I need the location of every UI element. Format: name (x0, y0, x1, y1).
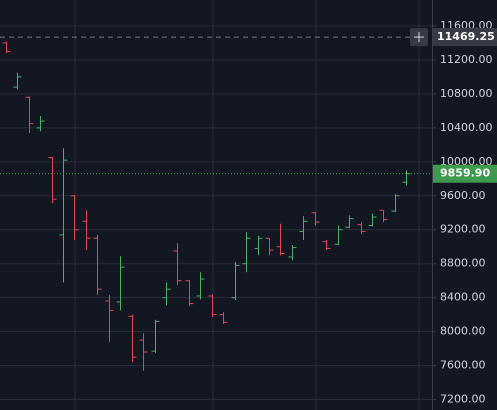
y-tick-label: 7600.00 (440, 359, 486, 372)
y-tick-label: 10800.00 (440, 87, 493, 100)
y-tick-label: 8800.00 (440, 257, 486, 270)
y-tick-label: 10400.00 (440, 121, 493, 134)
crosshair-label: 11469.25 (437, 30, 495, 43)
price-label: 9859.90 (440, 167, 490, 180)
price-label-box (433, 164, 497, 183)
y-tick-label: 8000.00 (440, 325, 486, 338)
y-tick-label: 11200.00 (440, 53, 493, 66)
y-tick-label: 10000.00 (440, 155, 493, 168)
crosshair-label-box (433, 28, 497, 47)
y-tick-label: 8400.00 (440, 291, 486, 304)
y-tick-label: 7200.00 (440, 393, 486, 406)
y-tick-label: 9200.00 (440, 223, 486, 236)
y-tick-label: 9600.00 (440, 189, 486, 202)
